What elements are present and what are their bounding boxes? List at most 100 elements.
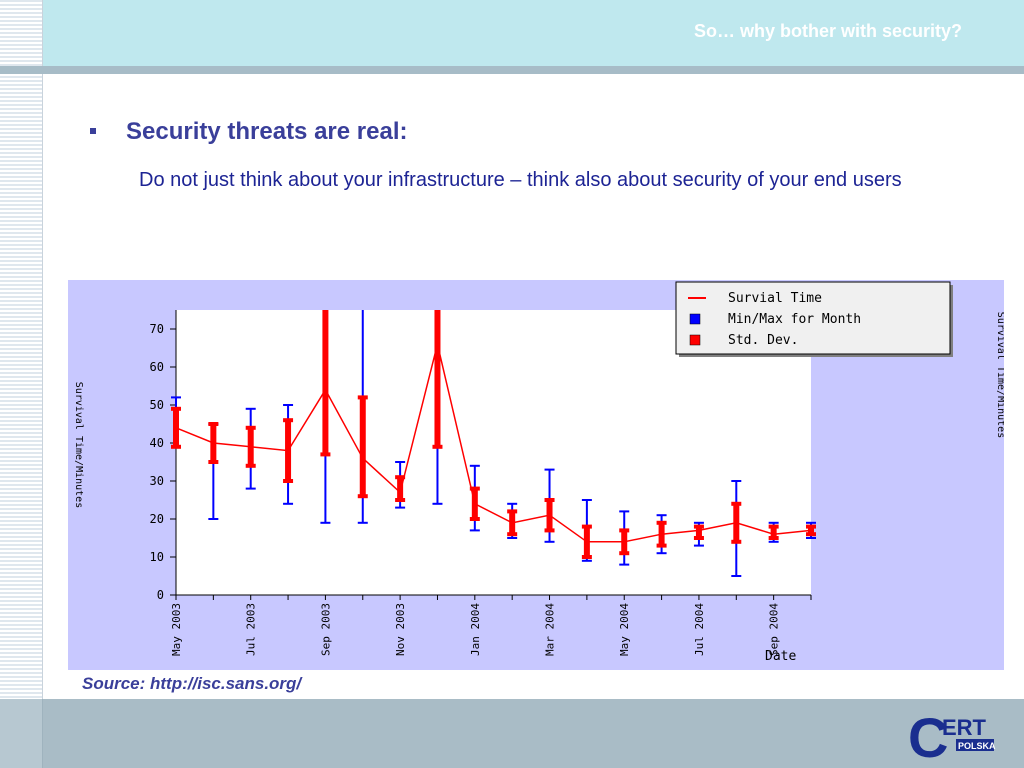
logo-letter-c: C (908, 707, 948, 763)
stddev-cap-high (171, 406, 181, 411)
stddev-cap-high (731, 501, 742, 506)
survival-time-point (398, 490, 402, 494)
stddev-cap-high (283, 418, 294, 423)
survival-time-point (211, 441, 215, 445)
footer-band: C ERT POLSKA (0, 699, 1024, 768)
stddev-cap-low (693, 536, 704, 540)
stddev-cap-high (357, 395, 368, 400)
x-tick-label: May 2003 (170, 603, 183, 656)
survival-time-point (772, 532, 776, 536)
bullet-icon (90, 128, 96, 134)
stddev-bar (322, 310, 329, 455)
stddev-cap-low (208, 460, 219, 464)
stddev-cap-low (283, 479, 294, 483)
survival-time-chart: 0 10 20 30 40 50 60 70 Survival Time/Minutes Surv… (68, 280, 1006, 670)
x-tick-label: Mar 2004 (544, 603, 557, 656)
stddev-cap-high (544, 498, 555, 502)
survival-time-point (548, 513, 552, 517)
stddev-bar (359, 397, 366, 497)
stddev-cap-high (245, 425, 256, 430)
logo-text-sub: POLSKA (958, 741, 996, 751)
stddev-cap-low (656, 543, 667, 548)
stddev-cap-low (507, 532, 518, 537)
stddev-cap-low (357, 494, 368, 499)
y-tick-label: 60 (150, 360, 164, 374)
survival-time-point (660, 532, 664, 536)
cert-polska-logo: C ERT POLSKA (908, 707, 996, 763)
y-tick-label: 30 (150, 474, 164, 488)
stddev-cap-low (245, 463, 256, 468)
footer-decor-strip (0, 699, 43, 768)
legend-box-swatch (689, 313, 701, 325)
y-tick-label: 20 (150, 512, 164, 526)
survival-time-point (473, 502, 477, 506)
plot-area (176, 310, 811, 595)
stddev-cap-high (395, 475, 406, 480)
stddev-cap-high (768, 524, 779, 529)
stddev-cap-low (469, 517, 480, 521)
stddev-cap-low (432, 444, 443, 449)
survival-time-line (175, 344, 812, 543)
header-rule (0, 66, 1024, 74)
stddev-cap-low (731, 539, 742, 544)
survival-time-point (249, 445, 253, 449)
legend-box (675, 281, 951, 355)
y-tick-label: 70 (150, 322, 164, 336)
stddev-cap-high (581, 524, 592, 529)
stddev-cap-high (469, 486, 480, 491)
stddev-cap-low (619, 551, 630, 556)
survival-time-point (435, 342, 439, 346)
x-tick-label: Jan 2004 (469, 603, 482, 656)
stddev-cap-high (507, 509, 518, 514)
survival-time-point (361, 456, 365, 460)
stddev-cap-low (320, 452, 331, 457)
stddev-cap-low (581, 555, 592, 559)
stddev-cap-high (619, 528, 630, 533)
content-heading: Security threats are real: (126, 118, 408, 145)
content-subtext: Do not just think about your infrastruct… (139, 169, 902, 191)
legend-label: Min/Max for Month (728, 312, 861, 327)
source-citation: Source: http://isc.sans.org/ (82, 674, 302, 693)
logo-sub-box (956, 739, 994, 751)
stddev-bar (695, 526, 702, 538)
stddev-cap-high (806, 524, 816, 529)
stddev-cap-low (171, 444, 181, 449)
legend-box-swatch (689, 334, 701, 346)
survival-time-point (734, 521, 738, 525)
x-tick-label: Nov 2003 (394, 603, 407, 656)
stddev-cap-low (806, 532, 816, 537)
stddev-bar (770, 526, 777, 538)
stddev-cap-high (208, 422, 219, 426)
y-axis-label: Survival Time/Minutes (73, 382, 84, 508)
chart-svg: 0 10 20 30 40 50 60 70 Survival Time/Minutes Surv… (68, 280, 1006, 670)
stddev-cap-high (693, 524, 704, 529)
survival-time-point (323, 388, 327, 392)
survival-time-point (286, 449, 290, 453)
logo-text-main: ERT (942, 715, 987, 740)
stddev-cap-high (656, 520, 667, 525)
survival-time-point (697, 528, 701, 532)
y-tick-label: 50 (150, 398, 164, 412)
y-tick-label: 0 (157, 588, 164, 602)
y-tick-label: 10 (150, 550, 164, 564)
y-tick-label: 40 (150, 436, 164, 450)
survival-time-point (585, 540, 589, 544)
slide-title: So… why bother with security? (693, 21, 962, 41)
stddev-cap-low (395, 498, 406, 502)
y-axis-label-right: Survival Time/Minutes (995, 312, 1004, 438)
survival-time-point (809, 528, 813, 532)
x-axis-label: Date (765, 649, 796, 664)
x-tick-label: Sep 2003 (319, 603, 332, 656)
survival-time-point (174, 426, 178, 430)
stddev-cap-low (768, 536, 779, 540)
header-band (43, 0, 1024, 66)
x-tick-label: Jul 2003 (245, 603, 258, 656)
survival-time-point (510, 521, 514, 525)
x-tick-label: Sep 2004 (768, 603, 781, 656)
stddev-cap-low (544, 528, 555, 533)
stddev-bar (434, 310, 441, 447)
legend-label: Std. Dev. (728, 333, 798, 348)
left-decor-strip (0, 0, 43, 768)
stddev-bar (397, 477, 404, 500)
survival-time-point (622, 540, 626, 544)
